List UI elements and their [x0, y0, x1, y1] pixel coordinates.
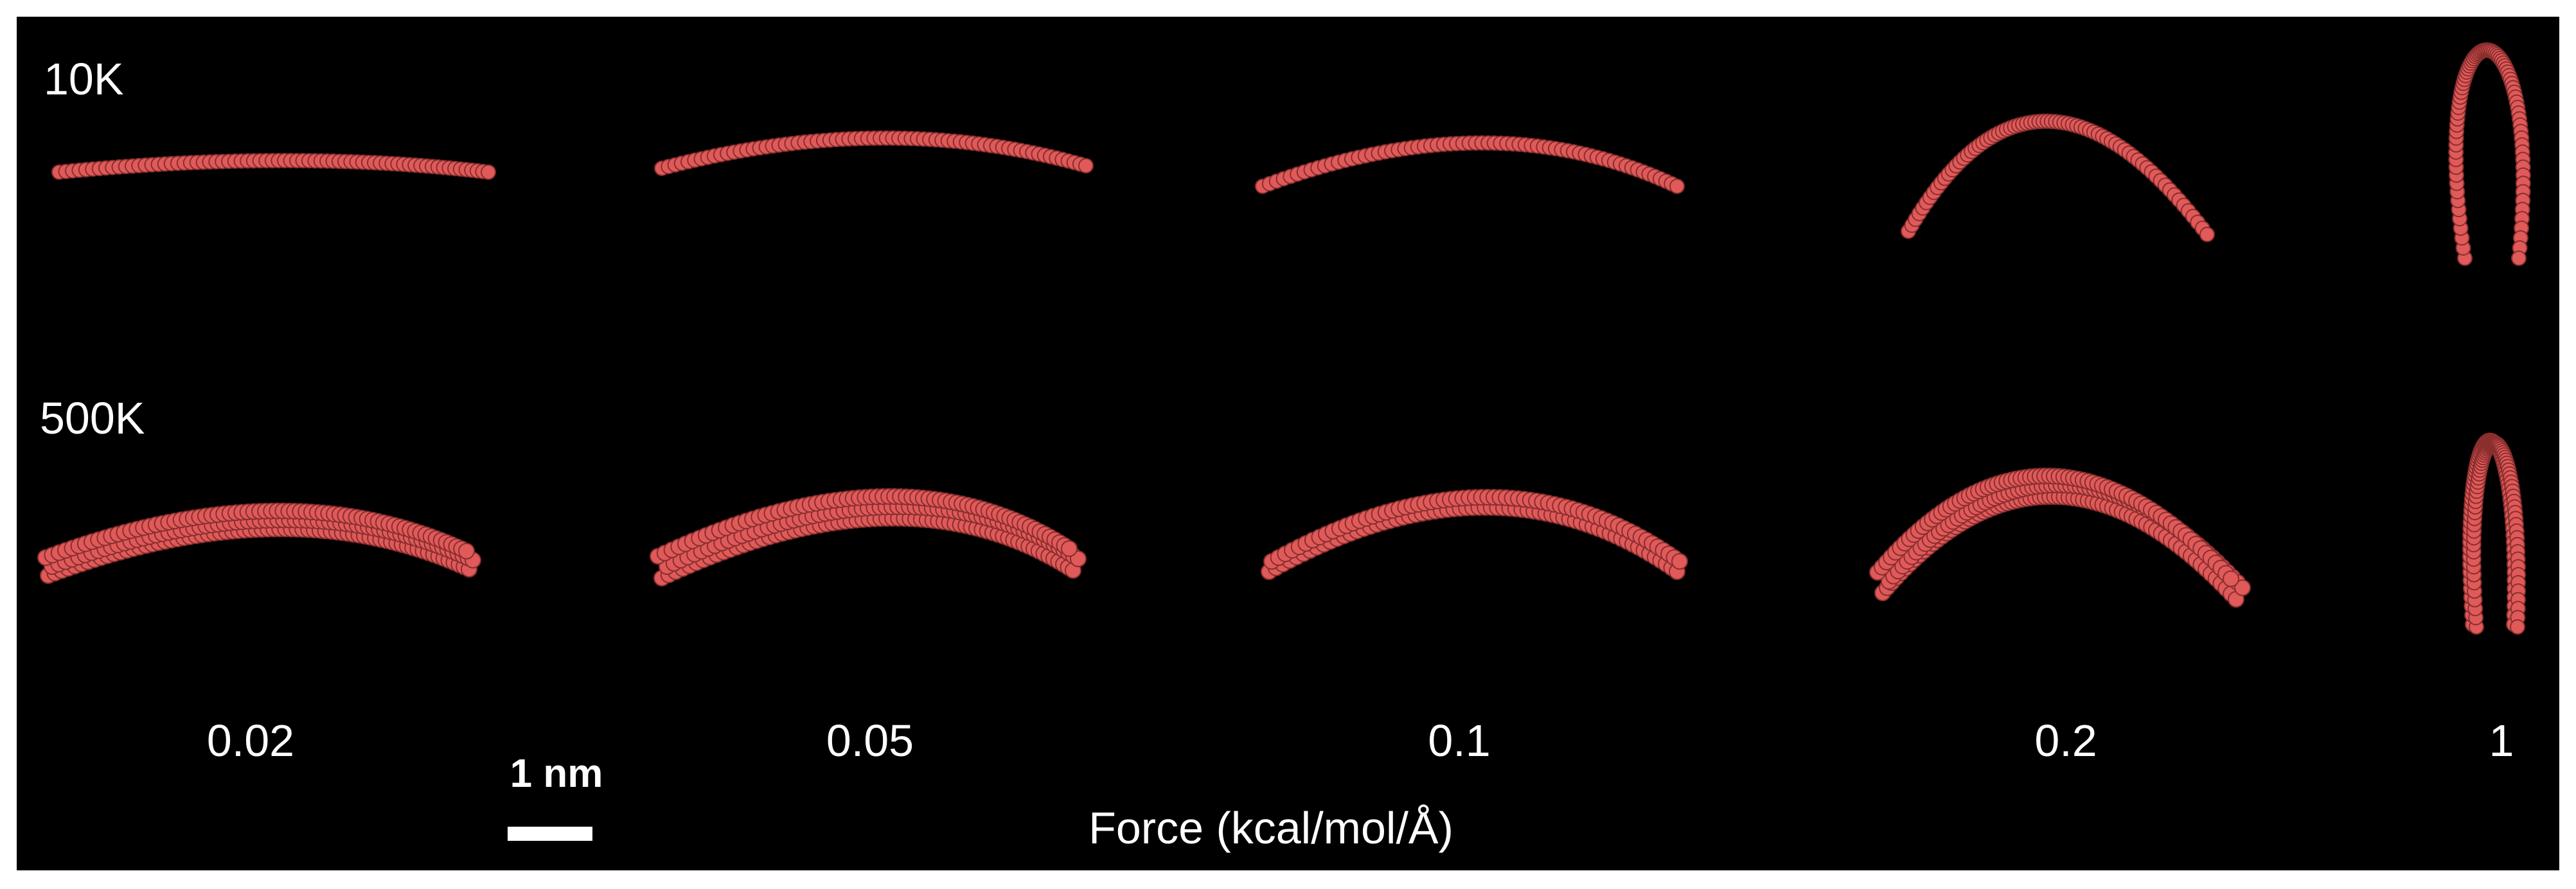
row-label-500k: 500K: [40, 393, 145, 443]
scale-bar-label: 1 nm: [510, 752, 603, 796]
force-value-0-02: 0.02: [206, 716, 295, 766]
chain-10k-0-1: [1255, 135, 1685, 194]
chain-500k-0-1-strand-b: [1263, 489, 1688, 570]
chain-10k-0-2: [1901, 113, 2215, 242]
chain-500k-1-strand-b: [2465, 435, 2527, 635]
axis-title: Force (kcal/mol/Å): [1088, 803, 1453, 853]
chain-500k-0-2-strand-c: [1869, 468, 2239, 587]
chain-10k-0-05: [654, 130, 1094, 176]
force-value-1: 1: [2489, 716, 2514, 766]
chain-500k-0-05-strand-c: [650, 488, 1078, 565]
figure-panel: 10K 500K 0.02 0.05 0.1 0.2 1 Force (kcal…: [17, 17, 2559, 870]
force-value-0-05: 0.05: [826, 716, 914, 766]
chain-500k-0-02-strand-c: [37, 502, 475, 566]
force-value-0-1: 0.1: [1428, 716, 1491, 766]
chain-conformations: [37, 42, 2531, 635]
chain-10k-1: [2448, 42, 2531, 266]
scale-bar: [508, 827, 592, 841]
force-value-0-2: 0.2: [2034, 716, 2097, 766]
row-label-10k: 10K: [44, 54, 124, 104]
chain-10k-0-02: [51, 153, 496, 180]
